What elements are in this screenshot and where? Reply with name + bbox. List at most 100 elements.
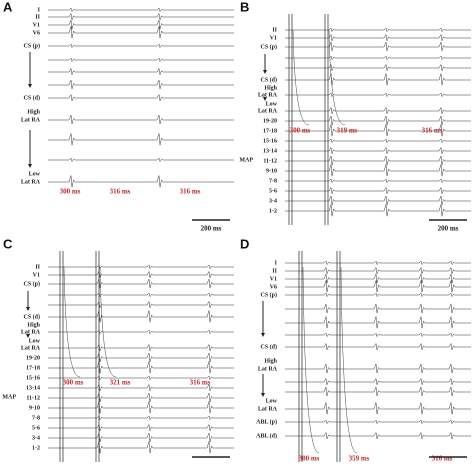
channel-label: II — [272, 268, 277, 274]
channel-label: 11-12 — [26, 395, 40, 401]
decay-curve — [328, 29, 346, 126]
channel-label: 1-2 — [32, 445, 40, 451]
channel-label: Low — [266, 398, 278, 404]
arrow-head — [28, 84, 32, 88]
channel-label: V6 — [33, 30, 40, 36]
channel-label: 9-10 — [29, 405, 40, 411]
arrow-head — [28, 164, 32, 168]
trace — [285, 342, 471, 351]
panel-letter: C — [3, 236, 13, 251]
decay-curve — [292, 29, 310, 126]
trace — [48, 415, 234, 421]
trace — [285, 280, 471, 293]
trace — [48, 133, 234, 146]
trace — [285, 178, 471, 184]
channel-label: 5-6 — [269, 188, 277, 194]
panel-letter: B — [240, 0, 249, 14]
trace — [48, 392, 234, 403]
trace — [285, 92, 471, 98]
trace — [285, 63, 471, 72]
channel-label: CS (d) — [260, 343, 277, 350]
channel-label: CS (d) — [260, 76, 277, 83]
channel-label: V1 — [270, 35, 277, 41]
channel-label: 3-4 — [269, 198, 277, 204]
trace — [285, 273, 471, 284]
trace — [285, 106, 471, 115]
channel-label: Lat RA — [258, 406, 278, 412]
trace — [285, 164, 471, 177]
channel-label: Lat RA — [21, 345, 41, 351]
channel-label: MAP — [239, 157, 253, 163]
channel-label: 13-14 — [26, 385, 40, 391]
channel-label: ABL (p) — [256, 418, 277, 425]
channel-label: I — [38, 7, 41, 13]
channel-label: 19-20 — [26, 355, 40, 361]
trace — [48, 423, 234, 432]
arrow-head — [26, 307, 30, 311]
interval-label: 316 ms — [432, 455, 453, 463]
scale-label: 200 ms — [201, 225, 222, 233]
trace — [48, 441, 234, 454]
trace — [285, 33, 471, 42]
trace — [48, 383, 234, 392]
trace — [285, 138, 471, 144]
interval-label: 300 ms — [63, 379, 84, 387]
trace — [48, 343, 234, 352]
trace — [48, 157, 234, 163]
interval-label: 359 ms — [349, 455, 370, 463]
channel-label: High — [27, 109, 40, 115]
channel-label: MAP — [2, 394, 16, 400]
trace — [285, 332, 471, 338]
channel-label: CS (p) — [23, 42, 40, 49]
channel-label: 13-14 — [263, 148, 277, 154]
channel-label: Lat RA — [21, 179, 41, 185]
trace — [48, 361, 234, 374]
channel-label: CS (d) — [23, 94, 40, 101]
trace — [48, 401, 234, 414]
trace — [285, 55, 471, 61]
trace — [48, 43, 234, 49]
trace — [285, 115, 471, 126]
channel-label: 17-18 — [263, 128, 277, 134]
channel-label: Low — [29, 171, 41, 177]
channel-label: I — [275, 260, 278, 266]
channel-label: CS (d) — [23, 313, 40, 320]
trace — [285, 386, 471, 397]
trace — [285, 266, 471, 275]
channel-label: CS (p) — [23, 280, 40, 287]
channel-label: Lat RA — [21, 117, 41, 123]
trace — [48, 352, 234, 363]
channel-label: Low — [29, 338, 41, 344]
trace — [285, 431, 471, 440]
channel-label: II — [35, 14, 40, 20]
arrow-head — [261, 393, 265, 397]
interval-label: 300 ms — [299, 455, 320, 463]
channel-label: 1-2 — [269, 208, 277, 214]
interval-label: 321 ms — [110, 379, 131, 387]
scale-label: 200 ms — [438, 225, 459, 233]
channel-label: V1 — [33, 272, 40, 278]
trace — [48, 329, 234, 335]
channel-label: Low — [266, 101, 278, 107]
trace — [285, 419, 471, 425]
trace — [48, 7, 234, 13]
channel-label: Lat RA — [258, 92, 278, 98]
trace — [48, 292, 234, 298]
trace — [285, 260, 471, 266]
channel-label: 3-4 — [32, 435, 40, 441]
trace — [285, 402, 471, 415]
interval-label: 300 ms — [290, 127, 311, 135]
channel-label: Lat RA — [258, 366, 278, 372]
arrow-head — [263, 97, 267, 101]
trace — [285, 195, 471, 206]
trace — [285, 155, 471, 166]
channel-label: 5-6 — [32, 425, 40, 431]
trace — [285, 204, 471, 217]
channel-label: CS (p) — [260, 291, 277, 298]
interval-label: 316 ms — [110, 188, 131, 196]
trace — [48, 79, 234, 90]
channel-label: ABL (d) — [256, 432, 277, 439]
